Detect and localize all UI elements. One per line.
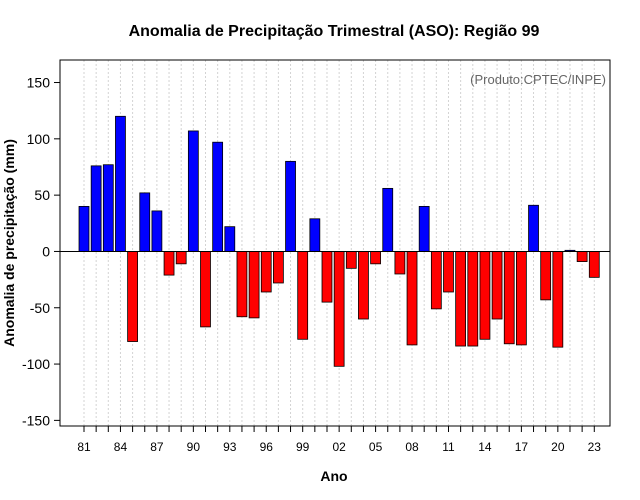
bars-group <box>78 115 600 367</box>
y-tick-label: -50 <box>30 300 50 316</box>
x-tick-label: 14 <box>478 440 492 454</box>
y-tick-label: -100 <box>22 356 50 372</box>
y-tick-label: -150 <box>22 412 50 428</box>
bar-1983 <box>102 164 114 252</box>
bar-2014 <box>479 251 491 340</box>
grid-lines <box>83 60 595 426</box>
bar-2002 <box>333 251 345 367</box>
x-tick-label: 93 <box>223 440 237 454</box>
bar-2020 <box>552 251 564 348</box>
bar-1990 <box>187 130 199 252</box>
bar-2013 <box>467 251 479 347</box>
bar-1981 <box>78 205 90 252</box>
x-tick-label: 96 <box>260 440 274 454</box>
x-tick-label: 87 <box>150 440 164 454</box>
bar-2019 <box>540 251 552 301</box>
bar-2003 <box>345 251 357 269</box>
y-tick-label: 150 <box>27 75 51 91</box>
x-tick-label: 08 <box>405 440 419 454</box>
chart-title: Anomalia de Precipitação Trimestral (ASO… <box>129 23 540 40</box>
bar-1996 <box>260 251 272 293</box>
x-tick-label: 23 <box>588 440 602 454</box>
x-tick-label: 90 <box>187 440 201 454</box>
credit-label: (Produto:CPTEC/INPE) <box>470 72 606 87</box>
bar-2015 <box>491 251 503 320</box>
bar-1987 <box>151 210 163 252</box>
bar-1986 <box>139 192 151 252</box>
bar-1998 <box>285 160 296 252</box>
bar-2018 <box>528 204 539 252</box>
bar-1989 <box>175 251 187 265</box>
bar-1982 <box>90 165 102 252</box>
bar-2001 <box>321 251 333 303</box>
bar-2012 <box>455 251 467 347</box>
bar-2008 <box>406 251 418 346</box>
bar-1997 <box>273 251 284 284</box>
bar-2016 <box>503 251 515 345</box>
bar-1995 <box>248 251 260 319</box>
bar-2011 <box>443 251 454 293</box>
bar-1988 <box>163 251 175 276</box>
x-tick-label: 20 <box>551 440 565 454</box>
bar-2006 <box>382 187 394 252</box>
bar-2007 <box>394 251 406 275</box>
bar-1994 <box>236 251 248 318</box>
bar-2004 <box>358 251 369 320</box>
bar-2017 <box>516 251 527 346</box>
x-tick-label: 17 <box>515 440 529 454</box>
bar-1993 <box>224 226 236 252</box>
bar-2010 <box>430 251 442 310</box>
bar-1999 <box>297 251 309 340</box>
bar-2023 <box>588 251 600 278</box>
x-tick-label: 11 <box>442 440 455 454</box>
bar-1984 <box>115 115 126 252</box>
y-tick-label: 0 <box>42 243 50 259</box>
bar-2000 <box>309 218 321 252</box>
y-tick-label: 100 <box>27 131 51 147</box>
bar-1985 <box>127 251 138 342</box>
x-tick-label: 02 <box>332 440 346 454</box>
plot-frame <box>59 59 611 427</box>
bar-2009 <box>418 205 430 252</box>
x-tick-label: 84 <box>114 440 128 454</box>
bar-2005 <box>370 251 381 265</box>
bar-1992 <box>212 141 224 252</box>
x-axis-title: Ano <box>320 468 347 484</box>
y-axis: -150 -100 -50 0 50 100 150 <box>22 75 60 428</box>
bar-1991 <box>200 251 211 328</box>
y-tick-label: 50 <box>34 187 50 203</box>
x-axis: 81 84 87 90 93 96 99 02 05 08 11 14 17 20 23 <box>77 426 601 454</box>
y-axis-title: Anomalia de precipitação (mm) <box>1 139 17 347</box>
bar-2022 <box>576 251 588 262</box>
x-tick-label: 99 <box>296 440 310 454</box>
x-tick-label: 81 <box>77 440 91 454</box>
x-tick-label: 05 <box>369 440 383 454</box>
